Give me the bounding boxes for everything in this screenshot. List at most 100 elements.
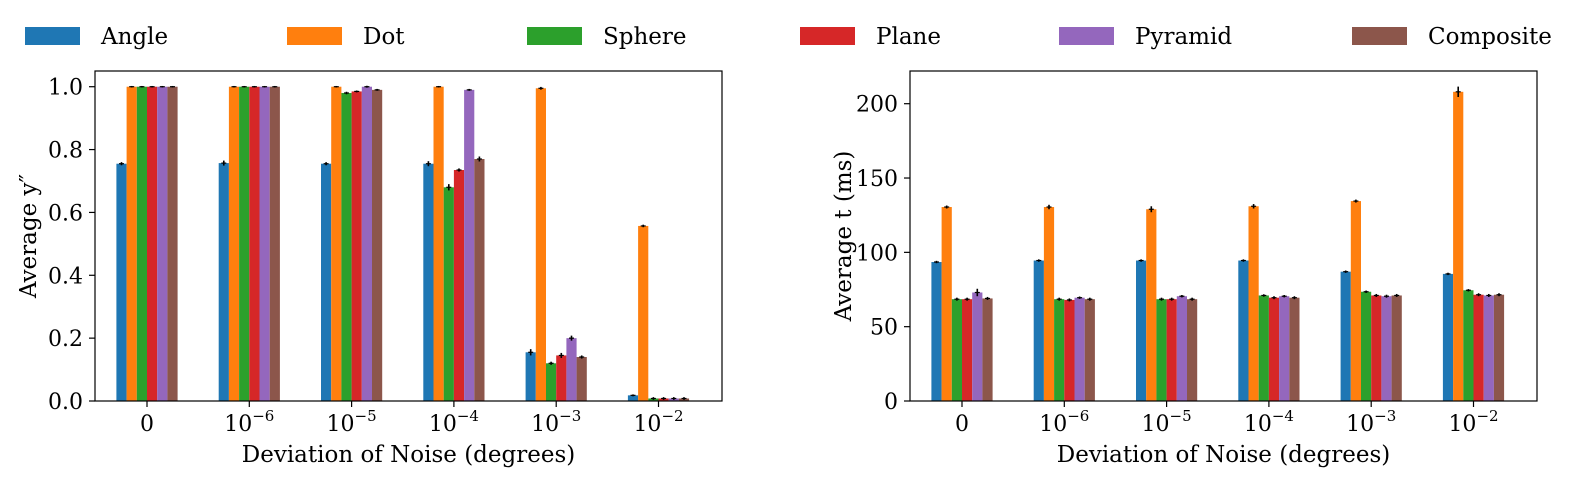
bar-sphere-3 — [1258, 295, 1269, 401]
legend-label: Composite — [1428, 24, 1552, 50]
bar-plane-4 — [1371, 295, 1382, 401]
legend-swatch — [1352, 27, 1407, 45]
series-composite — [167, 85, 690, 401]
bar-sphere-5 — [1463, 290, 1474, 401]
legend-item-dot: Dot — [287, 24, 405, 50]
bar-pyramid-5 — [1483, 295, 1494, 401]
bar-dot-4 — [535, 88, 546, 402]
y-tick-label: 0.6 — [48, 201, 83, 226]
bar-composite-5 — [1493, 294, 1505, 401]
bar-composite-3 — [474, 159, 485, 401]
series-plane — [962, 293, 1484, 401]
bar-plane-5 — [1473, 294, 1484, 401]
bar-pyramid-2 — [1176, 296, 1187, 401]
legend-label: Pyramid — [1135, 24, 1232, 50]
legend-swatch — [527, 27, 582, 45]
series-sphere — [136, 85, 659, 401]
bar-sphere-0 — [136, 86, 147, 401]
bar-composite-4 — [1391, 295, 1402, 401]
bar-composite-1 — [269, 86, 280, 401]
series-angle — [931, 259, 1454, 401]
bar-composite-2 — [1187, 299, 1198, 401]
bar-angle-4 — [525, 352, 536, 401]
x-tick-label: 10−4 — [1244, 407, 1294, 437]
bar-sphere-0 — [951, 299, 962, 401]
bar-sphere-2 — [1156, 299, 1167, 401]
legend-label: Angle — [100, 24, 168, 50]
x-tick-label: 10−2 — [1448, 407, 1498, 437]
bar-plane-0 — [962, 299, 973, 401]
bar-sphere-1 — [1054, 299, 1065, 401]
bar-angle-0 — [931, 262, 942, 401]
legend-swatch — [800, 27, 855, 45]
series-plane — [147, 85, 669, 401]
plot-frame — [909, 70, 1538, 402]
x-axis-title: Deviation of Noise (degrees) — [242, 442, 575, 468]
bar-pyramid-3 — [1279, 296, 1290, 401]
legend-swatch — [25, 27, 80, 45]
bar-sphere-2 — [341, 93, 352, 401]
y-tick-label: 100 — [856, 241, 898, 266]
bar-sphere-1 — [239, 86, 250, 401]
series-composite — [982, 293, 1505, 401]
series-dot — [941, 86, 1464, 401]
bar-sphere-4 — [1361, 291, 1372, 401]
plot-frame — [94, 70, 723, 402]
legend-item-composite: Composite — [1352, 24, 1552, 50]
bar-angle-1 — [1033, 260, 1044, 401]
bar-plane-2 — [1166, 299, 1177, 401]
x-tick-label: 10−3 — [1346, 407, 1396, 437]
legend-label: Plane — [876, 24, 941, 50]
x-tick-label: 10−6 — [224, 407, 274, 437]
bar-sphere-4 — [546, 363, 557, 401]
series-dot — [126, 85, 649, 402]
bar-composite-0 — [167, 86, 178, 401]
bar-dot-2 — [1146, 209, 1157, 401]
x-tick-label: 10−5 — [327, 407, 377, 437]
bar-pyramid-0 — [157, 86, 168, 401]
series-pyramid — [157, 85, 679, 401]
y-tick-label: 1.0 — [48, 76, 83, 101]
y-tick-label: 0.2 — [48, 327, 83, 352]
chart-accuracy: 0.0 0.2 0.4 0.6 0.8 1.0 0 10−6 10−5 10−4 10−3 10−2 D… — [16, 70, 723, 468]
legend-item-pyramid: Pyramid — [1059, 24, 1232, 50]
legend-swatch — [1059, 27, 1114, 45]
bar-plane-3 — [453, 170, 465, 401]
series-sphere — [951, 289, 1474, 401]
bar-plane-0 — [147, 86, 158, 401]
bar-pyramid-4 — [566, 338, 577, 401]
bar-angle-5 — [1442, 273, 1454, 401]
bar-dot-2 — [331, 86, 342, 401]
bar-dot-5 — [638, 225, 649, 401]
x-axis-title: Deviation of Noise (degrees) — [1057, 442, 1390, 468]
legend: Angle Dot Sphere Plane Pyramid Composite — [25, 24, 1552, 50]
y-tick-label: 0 — [884, 390, 898, 415]
legend-swatch — [287, 27, 342, 45]
y-axis-title: Average y″ — [16, 173, 42, 299]
legend-item-sphere: Sphere — [527, 24, 687, 50]
bar-pyramid-3 — [464, 89, 475, 401]
series-pyramid — [972, 288, 1494, 401]
bar-angle-3 — [1238, 260, 1249, 401]
bar-dot-0 — [941, 207, 952, 401]
bar-angle-5 — [627, 395, 639, 401]
x-tick-label: 0 — [955, 412, 969, 437]
chart-timing: 0 50 100 150 200 0 10−6 10−5 10−4 10−3 10−2 Deviati… — [831, 70, 1538, 468]
x-tick-label: 10−5 — [1142, 407, 1192, 437]
x-tick-label: 0 — [140, 412, 154, 437]
bar-angle-4 — [1340, 271, 1351, 401]
bar-sphere-3 — [443, 187, 454, 401]
y-tick-label: 0.8 — [48, 139, 83, 164]
bar-pyramid-1 — [259, 86, 270, 401]
bar-pyramid-4 — [1381, 296, 1392, 401]
bar-composite-4 — [576, 357, 587, 401]
bar-dot-3 — [1248, 206, 1259, 401]
x-tick-label: 10−4 — [429, 407, 479, 437]
bar-pyramid-1 — [1074, 297, 1085, 401]
bar-dot-1 — [228, 86, 240, 401]
x-tick-label: 10−2 — [633, 407, 683, 437]
legend-item-plane: Plane — [800, 24, 941, 50]
bar-dot-0 — [126, 86, 137, 401]
y-tick-label: 150 — [856, 167, 898, 192]
